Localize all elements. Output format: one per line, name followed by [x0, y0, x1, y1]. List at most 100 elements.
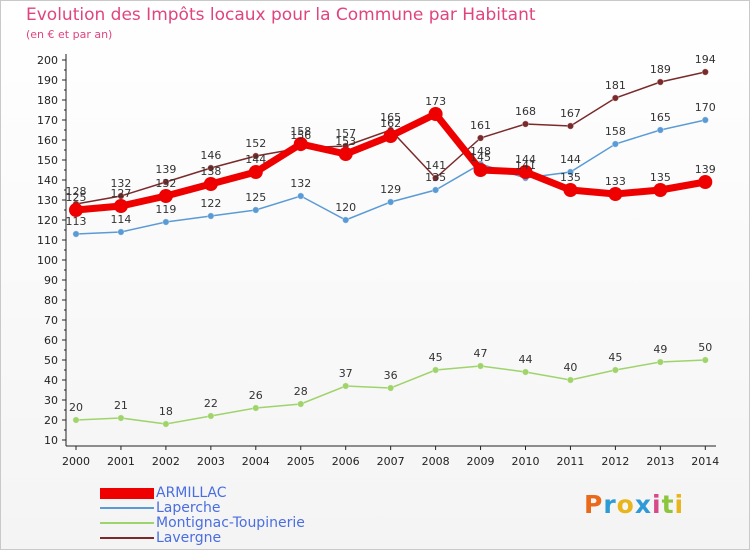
- data-label-laperche: 165: [650, 111, 671, 124]
- data-point-laperche: [117, 228, 125, 236]
- data-label-montignac-toupinerie: 45: [608, 351, 622, 364]
- data-point-montignac-toupinerie: [431, 366, 440, 374]
- data-label-armillac: 127: [110, 187, 131, 200]
- chart-axes: 10 20 30 40 50 60 70 80 90 100 110 120 130 140 150 160 1…: [37, 54, 719, 468]
- logo-letter: o: [616, 490, 635, 519]
- x-tick-label: 2004: [242, 455, 270, 468]
- data-label-armillac: 144: [245, 153, 266, 166]
- y-tick-label: 160: [37, 134, 58, 147]
- data-label-lavergne: 141: [425, 159, 446, 172]
- data-point-armillac: [653, 183, 668, 197]
- data-point-armillac: [428, 107, 443, 121]
- data-label-armillac: 144: [515, 153, 536, 166]
- data-point-montignac-toupinerie: [701, 356, 709, 364]
- data-label-armillac: 132: [155, 177, 176, 190]
- data-label-laperche: 132: [290, 177, 311, 190]
- data-point-laperche: [207, 212, 215, 220]
- data-point-laperche: [431, 186, 440, 194]
- data-label-montignac-toupinerie: 49: [653, 343, 667, 356]
- data-point-montignac-toupinerie: [611, 366, 620, 374]
- data-label-laperche: 148: [470, 145, 491, 158]
- data-point-armillac: [203, 177, 218, 191]
- legend-swatch: [100, 522, 154, 524]
- data-label-laperche: 170: [695, 101, 716, 114]
- y-tick-label: 180: [37, 94, 58, 107]
- data-label-montignac-toupinerie: 21: [114, 399, 128, 412]
- legend-item-lavergne: Lavergne: [100, 530, 221, 546]
- data-label-laperche: 144: [560, 153, 581, 166]
- y-tick-label: 70: [44, 314, 58, 327]
- series-layer: [69, 68, 713, 428]
- x-tick-label: 2003: [197, 455, 225, 468]
- data-point-laperche: [566, 168, 575, 176]
- data-point-armillac: [383, 129, 398, 143]
- y-tick-label: 200: [37, 54, 58, 67]
- data-label-lavergne: 167: [560, 107, 581, 120]
- data-label-montignac-toupinerie: 36: [384, 369, 398, 382]
- data-point-armillac: [338, 147, 353, 161]
- data-point-laperche: [611, 140, 620, 148]
- x-tick-label: 2002: [152, 455, 180, 468]
- logo-letter: x: [634, 490, 652, 519]
- data-point-armillac: [113, 199, 128, 213]
- data-label-montignac-toupinerie: 20: [69, 401, 83, 414]
- data-point-montignac-toupinerie: [476, 362, 485, 370]
- y-tick-label: 170: [37, 114, 58, 127]
- y-tick-label: 80: [44, 294, 58, 307]
- logo-letter: i: [652, 490, 662, 519]
- data-label-laperche: 125: [245, 191, 266, 204]
- legend-swatch: [100, 537, 154, 539]
- chart-subtitle: (en € et par an): [26, 28, 113, 41]
- data-label-lavergne: 152: [245, 137, 266, 150]
- data-label-montignac-toupinerie: 40: [563, 361, 577, 374]
- x-tick-label: 2007: [377, 455, 405, 468]
- data-label-laperche: 120: [335, 201, 356, 214]
- data-label-armillac: 125: [66, 191, 87, 204]
- data-label-laperche: 158: [605, 125, 626, 138]
- y-tick-label: 10: [44, 434, 58, 447]
- y-tick-label: 110: [37, 234, 58, 247]
- data-label-lavergne: 161: [470, 119, 491, 132]
- data-point-laperche: [252, 206, 260, 214]
- data-label-montignac-toupinerie: 50: [698, 341, 712, 354]
- data-label-lavergne: 165: [380, 111, 401, 124]
- data-point-montignac-toupinerie: [521, 368, 530, 376]
- data-point-laperche: [656, 126, 664, 134]
- data-label-lavergne: 139: [155, 163, 176, 176]
- data-label-armillac: 145: [470, 151, 491, 164]
- data-label-armillac: 139: [695, 163, 716, 176]
- data-label-laperche: 129: [380, 183, 401, 196]
- y-tick-label: 190: [37, 74, 58, 87]
- data-label-montignac-toupinerie: 18: [159, 405, 173, 418]
- line-chart: 10 20 30 40 50 60 70 80 90 100 110 120 130 140 150 160 1…: [37, 53, 719, 468]
- data-point-armillac: [293, 137, 308, 151]
- data-label-armillac: 135: [650, 171, 671, 184]
- legend-item-laperche: Laperche: [100, 500, 221, 516]
- data-label-lavergne: 128: [66, 185, 87, 198]
- data-label-montignac-toupinerie: 37: [339, 367, 353, 380]
- data-label-laperche: 122: [200, 197, 221, 210]
- data-point-montignac-toupinerie: [72, 416, 80, 424]
- x-tick-label: 2009: [467, 455, 495, 468]
- logo-letter: t: [661, 490, 675, 519]
- data-label-armillac: 158: [290, 125, 311, 138]
- data-point-laperche: [342, 216, 350, 224]
- data-point-laperche: [387, 198, 395, 206]
- data-point-lavergne: [207, 164, 215, 172]
- data-label-lavergne: 189: [650, 63, 671, 76]
- data-label-laperche: 141: [515, 159, 536, 172]
- data-point-lavergne: [431, 174, 440, 182]
- logo-letter: r: [603, 490, 617, 519]
- data-point-laperche: [72, 230, 80, 238]
- x-tick-label: 2011: [556, 455, 584, 468]
- data-point-armillac: [518, 165, 533, 179]
- data-point-montignac-toupinerie: [252, 404, 260, 412]
- data-point-montignac-toupinerie: [297, 400, 305, 408]
- data-point-montignac-toupinerie: [656, 358, 664, 366]
- data-label-lavergne: 181: [605, 79, 626, 92]
- data-label-montignac-toupinerie: 28: [294, 385, 308, 398]
- data-label-lavergne: 194: [695, 53, 716, 66]
- data-label-armillac: 138: [200, 165, 221, 178]
- data-label-laperche: 119: [155, 203, 176, 216]
